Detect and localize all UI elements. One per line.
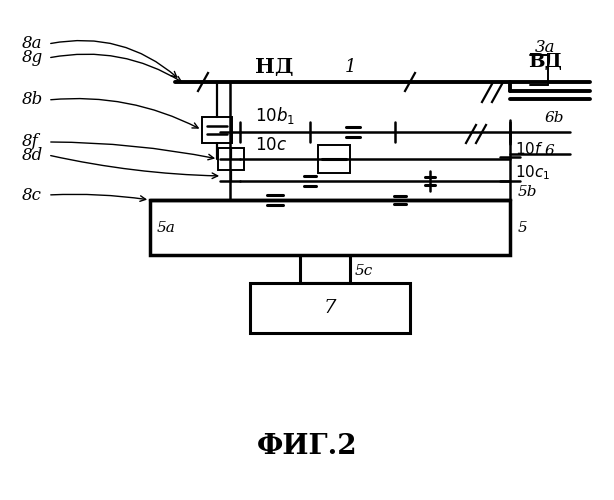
Bar [318,145,350,173]
Text: $10f$: $10f$ [515,141,544,157]
Text: 6b: 6b [545,111,564,125]
Text: 1: 1 [345,58,357,76]
Text: 5: 5 [518,221,528,235]
Text: $10c$: $10c$ [255,136,287,154]
Text: 5c: 5c [355,264,373,278]
Text: 3a: 3a [535,40,556,56]
Text: ФИГ.2: ФИГ.2 [257,434,357,460]
Bar [218,148,244,170]
Text: 5b: 5b [518,185,537,199]
Bar [250,283,410,333]
Text: 8d: 8d [22,146,43,164]
Text: $10c_1$: $10c_1$ [515,164,551,182]
Text: 8f: 8f [22,134,39,150]
Text: 6: 6 [545,144,555,158]
Text: $10b_1$: $10b_1$ [255,106,295,126]
Text: 8b: 8b [22,92,43,108]
Text: 8g: 8g [22,50,43,66]
Bar [150,200,510,255]
Bar [202,117,232,143]
Text: 8a: 8a [22,36,42,52]
Text: 7: 7 [324,299,336,317]
Text: ВД: ВД [528,53,562,71]
Text: 8c: 8c [22,186,42,204]
Text: 5a: 5a [157,221,176,235]
Text: НД: НД [255,57,293,77]
